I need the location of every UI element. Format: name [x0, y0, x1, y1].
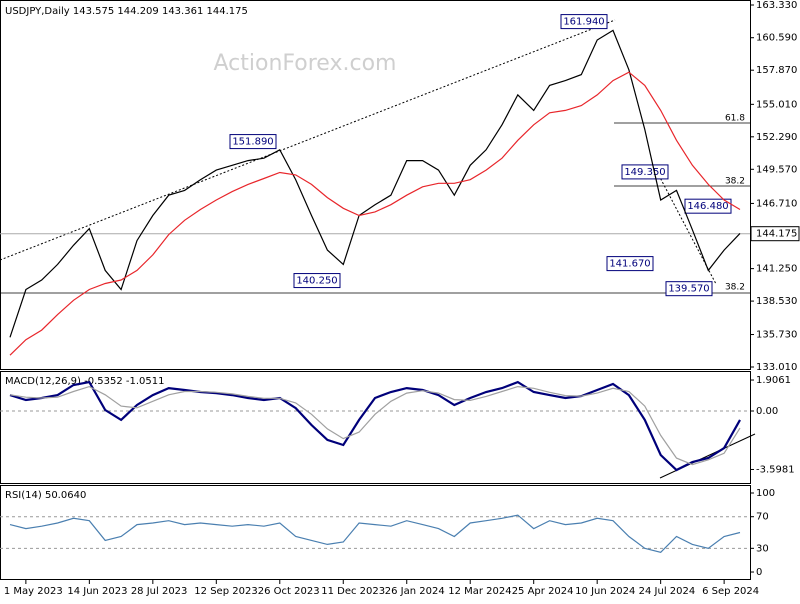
annotation-label: 151.890: [232, 137, 273, 148]
y-tick-label: 0: [756, 567, 762, 578]
y-tick-label: 152.290: [756, 132, 797, 143]
x-tick-label: 10 Jun 2024: [575, 586, 635, 597]
x-tick-label: 24 Jul 2024: [639, 586, 696, 597]
x-tick-label: 26 Jan 2024: [385, 586, 445, 597]
series-line: [9, 380, 741, 472]
y-tick-label: 1.9061: [756, 375, 791, 386]
annotation-label: 161.940: [563, 17, 604, 28]
fib-label: 38.2: [725, 283, 745, 293]
price-title: USDJPY,Daily 143.575 144.209 143.361 144…: [5, 6, 248, 17]
macd-trend-line: [659, 433, 756, 479]
x-tick-label: 25 Apr 2024: [512, 586, 574, 597]
y-tick-label: 157.870: [756, 65, 797, 76]
x-tick-label: 11 Dec 2023: [321, 586, 385, 597]
last-price-box: [750, 226, 800, 242]
annotation-box: [621, 164, 669, 180]
y-tick-label: 155.010: [756, 99, 797, 110]
last-price-label: 144.175: [756, 229, 797, 240]
series-line: [9, 71, 741, 356]
x-tick-label: 14 Jun 2023: [67, 586, 127, 597]
annotation-box: [229, 134, 277, 150]
annotation-label: 139.570: [668, 284, 709, 295]
x-tick-label: 28 Jul 2023: [131, 586, 188, 597]
annotation-label: 149.350: [624, 167, 665, 178]
annotation-box: [560, 14, 608, 30]
annotation-box: [665, 281, 713, 297]
macd-title: MACD(12,26,9) -0.5352 -1.0511: [5, 376, 165, 387]
y-tick-label: 70: [756, 512, 769, 523]
fib-label: 38.2: [725, 177, 745, 187]
rsi-panel: [0, 485, 751, 580]
macd-panel: [0, 371, 751, 484]
fib-label: 61.8: [725, 114, 745, 124]
annotation-label: 146.480: [687, 201, 728, 212]
rsi-title: RSI(14) 50.0640: [5, 490, 86, 501]
x-tick-label: 1 May 2023: [4, 586, 63, 597]
annotation-label: 140.250: [296, 276, 337, 287]
y-tick-label: 0.00: [756, 406, 778, 417]
y-tick-label: 133.010: [756, 362, 797, 373]
annotation-box: [606, 256, 654, 272]
y-tick-label: 135.730: [756, 330, 797, 341]
x-tick-label: 6 Sep 2024: [702, 586, 759, 597]
y-tick-label: 100: [756, 488, 775, 499]
x-tick-label: 12 Mar 2024: [448, 586, 511, 597]
y-tick-label: 160.590: [756, 33, 797, 44]
price-panel: [0, 0, 751, 370]
y-tick-label: 138.530: [756, 296, 797, 307]
watermark: ActionForex.com: [214, 51, 397, 76]
series-line: [9, 514, 741, 553]
y-tick-label: 141.250: [756, 264, 797, 275]
y-tick-label: 30: [756, 543, 769, 554]
y-tick-label: -3.5981: [756, 464, 795, 475]
series-line: [9, 29, 741, 338]
x-tick-label: 26 Oct 2023: [258, 586, 320, 597]
series-line: [9, 385, 741, 466]
y-tick-label: 149.570: [756, 164, 797, 175]
y-tick-label: 163.330: [756, 0, 797, 11]
x-tick-label: 12 Sep 2023: [194, 586, 257, 597]
y-tick-label: 146.710: [756, 198, 797, 209]
annotation-box: [293, 273, 341, 289]
annotation-label: 141.670: [609, 259, 650, 270]
annotation-box: [684, 198, 732, 214]
